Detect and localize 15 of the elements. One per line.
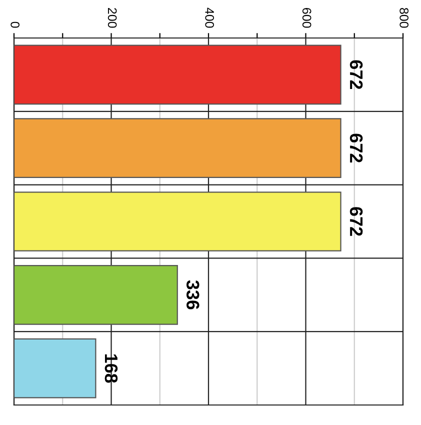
bar — [14, 118, 342, 178]
x-tick-label: 400 — [205, 8, 214, 28]
data-label: 672 — [350, 207, 363, 236]
bar — [14, 264, 178, 325]
data-label: 168 — [104, 354, 118, 383]
x-tick-label: 800 — [400, 8, 408, 28]
x-tick-label: 200 — [108, 8, 117, 28]
data-label: 672 — [350, 134, 363, 162]
data-label: 336 — [186, 280, 200, 310]
x-tick-label: 600 — [302, 8, 312, 28]
data-label: 672 — [350, 60, 363, 90]
bar — [14, 192, 342, 252]
bar — [14, 338, 96, 398]
x-tick-label: 0 — [10, 22, 20, 28]
bar — [14, 44, 342, 105]
